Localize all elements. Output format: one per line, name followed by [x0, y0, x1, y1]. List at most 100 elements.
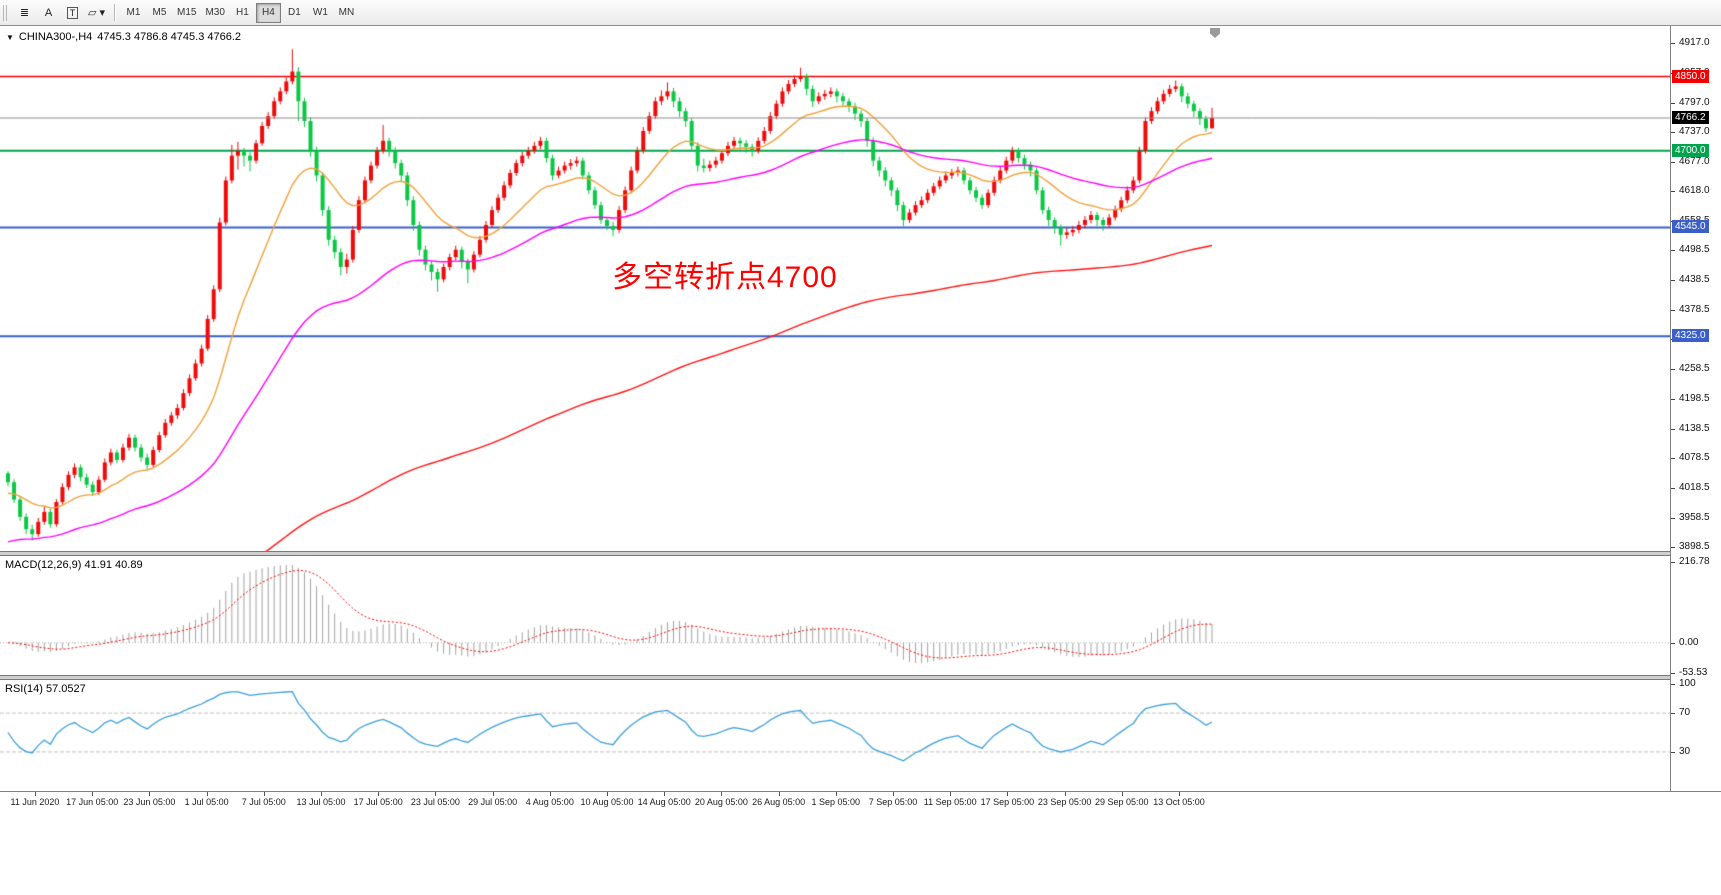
time-axis-tickmark [35, 792, 36, 796]
timeframe-button-m15[interactable]: M15 [173, 3, 200, 23]
text-tool-glyph: A [44, 6, 53, 19]
time-axis-tickmark [378, 792, 380, 796]
time-axis-label: 17 Sep 05:00 [980, 797, 1035, 807]
price-chart-canvas[interactable] [0, 26, 1670, 791]
time-axis-label: 26 Aug 05:00 [752, 797, 806, 807]
time-axis-label: 1 Jul 05:00 [184, 797, 229, 807]
price-axis-tick: 4797.0 [1679, 96, 1710, 108]
price-axis-tick: 4677.0 [1679, 156, 1710, 168]
axis-tickmark [1671, 458, 1675, 460]
price-axis-tick: 4558.5 [1679, 215, 1710, 226]
axis-tickmark [1671, 191, 1675, 193]
price-axis-tick: 4438.5 [1679, 274, 1710, 286]
axis-tickmark [1671, 162, 1675, 164]
axis-tickmark [1671, 673, 1675, 674]
symbol-ohlc-values: 4745.3 4786.8 4745.3 4766.2 [97, 31, 242, 43]
axis-tickmark [1671, 642, 1675, 644]
axis-tickmark [1671, 547, 1675, 549]
hline-price-badge: 4850.0 [1672, 69, 1709, 83]
price-axis-tick: 3898.5 [1679, 541, 1710, 553]
time-axis-tickmark [435, 792, 437, 796]
time-axis-label: 7 Jul 05:00 [241, 797, 286, 807]
rsi-axis-tick: 30 [1679, 745, 1691, 757]
time-axis-tickmark [664, 792, 666, 796]
price-axis-tick: 4138.5 [1679, 422, 1710, 434]
chart-menu-icon[interactable]: ▼ [6, 32, 14, 42]
axis-tickmark [1671, 309, 1675, 311]
time-axis-tickmark [92, 792, 94, 796]
axis-tickmark [1671, 280, 1675, 282]
time-axis-tickmark [321, 792, 322, 796]
time-axis-tickmark [835, 792, 837, 796]
toolbar-separator [114, 4, 115, 21]
time-axis-tickmark [149, 792, 151, 796]
time-axis-tickmark [549, 792, 551, 796]
time-axis-tickmark [721, 792, 723, 796]
time-axis-label: 23 Jul 05:00 [410, 797, 460, 807]
time-axis-tickmark [492, 792, 494, 796]
time-axis-tickmark [1121, 792, 1123, 796]
macd-indicator-label: MACD(12,26,9) 41.91 40.89 [5, 559, 143, 571]
timeframe-button-d1[interactable]: D1 [282, 3, 307, 23]
text-label-tool-icon[interactable]: T [61, 3, 84, 23]
price-axis[interactable]: 4917.04857.04797.04737.04677.04618.04558… [1670, 26, 1721, 791]
axis-tickmark [1671, 487, 1675, 489]
rsi-indicator-label: RSI(14) 57.0527 [5, 683, 86, 695]
toolbar-drag-handle[interactable] [3, 4, 8, 21]
price-axis-tick: 4258.5 [1679, 363, 1710, 375]
timeframe-button-w1[interactable]: W1 [308, 3, 333, 23]
timeframe-button-m30[interactable]: M30 [201, 3, 228, 23]
time-axis-tickmark [263, 792, 265, 796]
axis-tickmark [1671, 684, 1675, 685]
time-axis-tickmark [950, 792, 952, 796]
chart-text-annotation[interactable]: 多空转折点4700 [612, 261, 838, 294]
time-axis-tickmark [206, 792, 208, 796]
price-axis-tick: 3958.5 [1679, 511, 1710, 523]
time-axis-tickmark [1179, 792, 1180, 796]
time-axis-label: 7 Sep 05:00 [868, 797, 918, 807]
timeframe-button-m1[interactable]: M1 [121, 3, 146, 23]
time-axis-label: 11 Sep 05:00 [923, 797, 977, 807]
axis-tickmark [1671, 751, 1675, 753]
price-axis-tick: 4498.5 [1679, 244, 1710, 256]
axis-tickmark [1671, 562, 1675, 563]
line-studies-glyph: ≣ [19, 7, 30, 19]
price-axis-tick: 4378.5 [1679, 303, 1710, 315]
timeframe-button-mn[interactable]: MN [334, 3, 359, 23]
time-axis-label: 17 Jun 05:00 [66, 797, 119, 807]
shapes-glyph: ▱ ▾ [87, 7, 106, 19]
time-axis-tickmark [778, 792, 780, 796]
time-axis[interactable]: 11 Jun 2020 17 Jun 05:00 23 Jun 05:00 1 Jul… [0, 791, 1721, 813]
line-studies-icon[interactable]: ≣ [13, 3, 36, 23]
time-axis-label: 11 Jun 2020 [10, 797, 60, 807]
time-axis-label: 23 Sep 05:00 [1037, 797, 1092, 807]
time-axis-label: 29 Sep 05:00 [1095, 797, 1149, 807]
text-tool-icon[interactable]: A [37, 3, 60, 23]
timeframe-button-h1[interactable]: H1 [230, 3, 255, 23]
symbol-info-bar: ▼ CHINA300-,H4 4745.3 4786.8 4745.3 4766… [6, 31, 241, 43]
timeframe-button-h4[interactable]: H4 [255, 2, 281, 23]
macd-axis-tick: 0.00 [1679, 636, 1699, 648]
text-label-glyph: T [66, 6, 79, 19]
timeframe-button-m5[interactable]: M5 [147, 3, 172, 23]
price-axis-tick: 4737.0 [1679, 126, 1710, 138]
chart-shift-marker[interactable] [1210, 28, 1220, 38]
time-axis-label: 1 Sep 05:00 [811, 797, 861, 807]
price-axis-tick: 4078.5 [1679, 452, 1710, 464]
time-axis-label: 29 Jul 05:00 [468, 797, 518, 807]
panel-splitter-macd[interactable] [0, 551, 1721, 556]
panel-splitter-rsi[interactable] [0, 675, 1721, 680]
price-axis-tick: 4198.5 [1679, 392, 1710, 404]
shapes-dropdown-icon[interactable]: ▱ ▾ [85, 3, 108, 23]
axis-tickmark [1671, 102, 1675, 104]
hline-price-badge: 4700.0 [1672, 143, 1709, 157]
axis-tickmark [1671, 428, 1675, 430]
rsi-axis-tick: 100 [1679, 678, 1696, 689]
axis-tickmark [1671, 250, 1675, 252]
toolbar: ≣ A T ▱ ▾ M1 M5 M15 M30 H1 H4 D1 W1 MN [0, 0, 1721, 26]
axis-tickmark [1671, 517, 1675, 519]
axis-tickmark [1671, 713, 1675, 715]
current-price-badge: 4766.2 [1672, 110, 1709, 124]
symbol-period-label: CHINA300-,H4 [18, 31, 93, 43]
